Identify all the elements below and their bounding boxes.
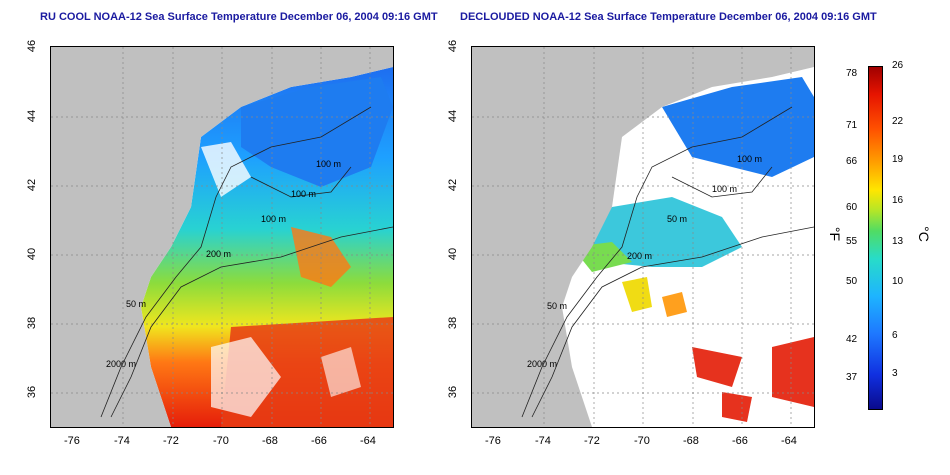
red-patch	[692, 347, 742, 387]
y-tick-label: 42	[447, 178, 459, 192]
celsius-tick: 13	[892, 236, 904, 247]
yellow-patch	[622, 277, 652, 312]
y-tick-label: 44	[26, 109, 38, 123]
contour-label: 100 m	[712, 184, 737, 194]
contour-label: 50 m	[667, 214, 687, 224]
red-patch	[772, 337, 814, 407]
celsius-unit-label: °C	[915, 226, 932, 242]
celsius-tick: 10	[892, 276, 904, 287]
y-tick-label: 46	[26, 39, 38, 53]
y-tick-label: 46	[447, 39, 459, 53]
orange-patch	[662, 292, 687, 317]
cold-gulf	[662, 77, 814, 177]
fahrenheit-tick: 78	[846, 68, 858, 79]
celsius-tick: 22	[892, 116, 904, 127]
cloud-patch	[211, 337, 281, 417]
contour-label: 100 m	[291, 189, 316, 199]
y-tick-label: 38	[26, 316, 38, 330]
fahrenheit-tick: 50	[846, 276, 858, 287]
fahrenheit-unit-label: °F	[827, 226, 844, 242]
contour-label: 2000 m	[527, 359, 557, 369]
x-tick-label: -68	[683, 435, 699, 447]
contour-label: 100 m	[316, 159, 341, 169]
fahrenheit-tick: 71	[846, 120, 858, 131]
x-tick-label: -74	[114, 435, 130, 447]
y-tick-label: 40	[26, 247, 38, 261]
celsius-tick: 19	[892, 154, 904, 165]
x-tick-label: -66	[311, 435, 327, 447]
y-tick-label: 40	[447, 247, 459, 261]
fahrenheit-tick: 55	[846, 236, 858, 247]
contour-label: 100 m	[261, 214, 286, 224]
y-tick-label: 44	[447, 109, 459, 123]
land	[51, 47, 393, 427]
x-tick-label: -64	[781, 435, 797, 447]
contour-label: 50 m	[547, 301, 567, 311]
right-map-title: DECLOUDED NOAA-12 Sea Surface Temperatur…	[460, 11, 877, 23]
celsius-tick: 16	[892, 195, 904, 206]
cold-gulf	[241, 77, 393, 187]
x-tick-label: -66	[732, 435, 748, 447]
temperature-colorbar	[868, 66, 883, 410]
x-tick-label: -70	[213, 435, 229, 447]
y-tick-label: 36	[26, 385, 38, 399]
contour-label: 100 m	[737, 154, 762, 164]
x-tick-label: -72	[163, 435, 179, 447]
x-tick-label: -68	[262, 435, 278, 447]
cloud-patch	[321, 347, 361, 397]
x-tick-label: -70	[634, 435, 650, 447]
left-sst-map: 100 m 100 m 100 m 200 m 50 m 2000 m	[50, 46, 394, 428]
x-tick-label: -76	[64, 435, 80, 447]
contour-label: 2000 m	[106, 359, 136, 369]
x-tick-label: -64	[360, 435, 376, 447]
red-patch	[722, 392, 752, 422]
fahrenheit-tick: 66	[846, 156, 858, 167]
celsius-tick: 26	[892, 60, 904, 71]
celsius-tick: 3	[892, 368, 898, 379]
fahrenheit-tick: 60	[846, 202, 858, 213]
y-tick-label: 36	[447, 385, 459, 399]
contour-label: 200 m	[206, 249, 231, 259]
x-tick-label: -72	[584, 435, 600, 447]
right-sst-map: 100 m 100 m 50 m 200 m 50 m 2000 m	[471, 46, 815, 428]
celsius-tick: 6	[892, 330, 898, 341]
left-map-graphic: 100 m 100 m 100 m 200 m 50 m 2000 m	[51, 47, 393, 427]
right-map-graphic: 100 m 100 m 50 m 200 m 50 m 2000 m	[472, 47, 814, 427]
fahrenheit-tick: 37	[846, 372, 858, 383]
contour-label: 50 m	[126, 299, 146, 309]
x-tick-label: -76	[485, 435, 501, 447]
x-tick-label: -74	[535, 435, 551, 447]
y-tick-label: 42	[26, 178, 38, 192]
fahrenheit-tick: 42	[846, 334, 858, 345]
land	[472, 47, 814, 427]
y-tick-label: 38	[447, 316, 459, 330]
left-map-title: RU COOL NOAA-12 Sea Surface Temperature …	[40, 11, 438, 23]
contour-label: 200 m	[627, 251, 652, 261]
cloud-patch	[201, 142, 251, 197]
